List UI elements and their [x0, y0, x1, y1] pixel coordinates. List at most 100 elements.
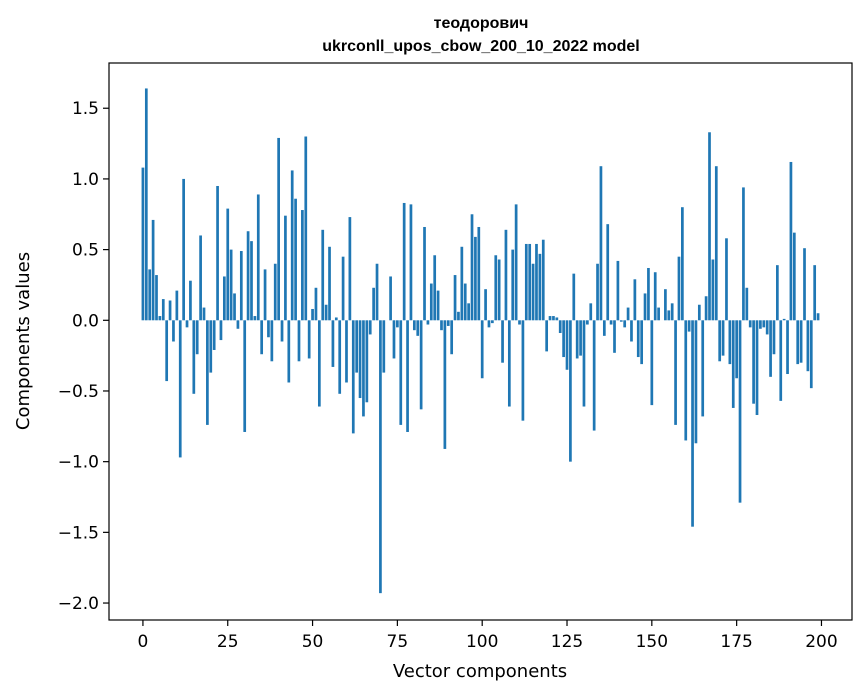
bar — [596, 263, 599, 321]
bar — [426, 320, 430, 325]
bar — [307, 320, 311, 359]
bar — [809, 320, 813, 389]
bar — [674, 320, 677, 425]
bar — [514, 204, 518, 321]
x-tick-label: 50 — [302, 632, 324, 652]
bar — [429, 283, 433, 321]
bar — [311, 308, 314, 321]
x-axis-label: Vector components — [393, 661, 567, 682]
bar — [195, 320, 199, 355]
bar — [806, 320, 810, 372]
bar — [501, 320, 504, 363]
bar — [287, 320, 291, 383]
x-tick-label: 175 — [720, 632, 752, 652]
bar — [786, 320, 789, 375]
bar — [728, 320, 732, 365]
bar — [392, 320, 396, 359]
bar — [691, 320, 694, 527]
bar — [256, 194, 260, 321]
bar — [246, 231, 250, 321]
bar — [694, 320, 698, 444]
bar — [161, 299, 165, 321]
bar — [816, 313, 820, 321]
bar — [243, 320, 247, 432]
bar — [443, 320, 447, 449]
bar — [735, 320, 738, 379]
bar — [450, 320, 454, 355]
bar — [755, 320, 759, 416]
bar — [558, 320, 562, 334]
bar — [738, 320, 742, 503]
y-tick-label: 0.5 — [72, 241, 99, 261]
bar — [718, 320, 722, 362]
bar — [362, 320, 365, 417]
bar — [592, 320, 596, 431]
bar — [280, 320, 284, 342]
x-tick-label: 150 — [636, 632, 668, 652]
bar — [528, 243, 532, 321]
bar — [599, 166, 603, 321]
bar — [636, 320, 640, 358]
bar — [463, 283, 467, 321]
bar — [779, 320, 783, 401]
y-axis-label: Components values — [13, 252, 34, 430]
bar — [192, 320, 196, 394]
bar — [328, 246, 331, 321]
bar — [769, 320, 772, 377]
bar — [799, 320, 803, 363]
bar — [721, 320, 725, 356]
bar — [446, 320, 450, 326]
bar — [301, 210, 304, 321]
bar — [379, 320, 382, 594]
bar — [681, 207, 684, 321]
bar — [175, 290, 179, 321]
bar — [589, 303, 593, 321]
bar — [541, 239, 545, 321]
bar — [579, 320, 582, 356]
bar — [457, 311, 460, 321]
bar — [480, 320, 484, 379]
bar — [504, 229, 508, 321]
bar — [613, 320, 616, 353]
bar — [182, 178, 185, 321]
bar — [314, 287, 318, 321]
bar — [765, 320, 769, 335]
bar — [677, 256, 681, 321]
bar — [273, 263, 277, 321]
bar — [351, 320, 355, 434]
bar — [474, 236, 477, 321]
bar — [321, 229, 325, 321]
bar — [209, 320, 213, 373]
bar — [168, 300, 172, 321]
bar — [267, 320, 270, 338]
x-tick-label: 0 — [138, 632, 149, 652]
bar — [776, 265, 779, 321]
bar — [189, 280, 192, 321]
bar — [616, 260, 620, 321]
bar — [511, 249, 515, 321]
bar — [606, 224, 610, 321]
bar — [402, 202, 406, 321]
bar — [704, 296, 708, 321]
bar — [233, 293, 236, 321]
bar — [460, 246, 464, 321]
x-tick-label: 100 — [466, 632, 498, 652]
bar — [317, 320, 321, 407]
bar — [382, 320, 386, 373]
bar — [453, 275, 457, 321]
bar — [626, 307, 630, 321]
bar — [331, 320, 335, 367]
bar — [687, 320, 691, 332]
bar — [409, 204, 413, 321]
bar — [538, 253, 542, 321]
chart-title-line2: ukrconll_upos_cbow_200_10_2022 model — [322, 38, 639, 55]
bar — [144, 88, 148, 321]
bar — [294, 198, 297, 321]
bar — [697, 304, 701, 321]
bar — [643, 293, 647, 321]
bar — [731, 320, 735, 408]
bar — [158, 316, 162, 321]
bar — [172, 320, 175, 342]
bar — [714, 166, 718, 321]
bar — [630, 320, 633, 342]
